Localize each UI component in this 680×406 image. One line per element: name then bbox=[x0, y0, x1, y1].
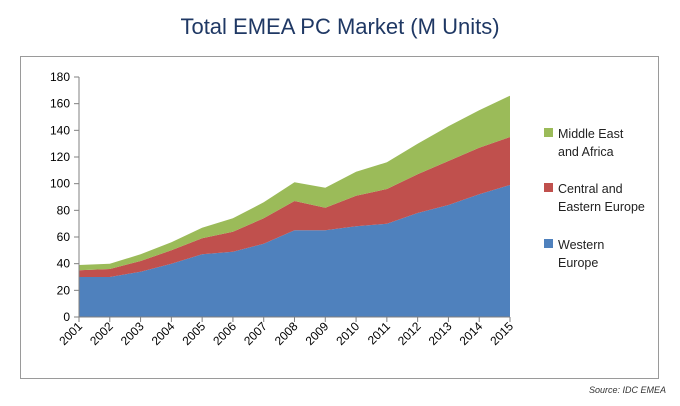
legend-label: Eastern Europe bbox=[558, 200, 645, 214]
legend-swatch bbox=[544, 183, 553, 192]
source-note: Source: IDC EMEA bbox=[588, 385, 666, 395]
legend: Middle East and Africa Central and Eastern … bbox=[544, 127, 645, 270]
x-tick-label: 2006 bbox=[210, 319, 239, 348]
x-tick-label: 2010 bbox=[333, 319, 362, 348]
legend-label: Western bbox=[558, 238, 604, 252]
x-tick-label: 2015 bbox=[487, 319, 516, 348]
x-tick-label: 2014 bbox=[457, 319, 486, 348]
x-tick-label: 2003 bbox=[118, 319, 147, 348]
legend-swatch bbox=[544, 128, 553, 137]
y-tick-label: 40 bbox=[57, 257, 71, 271]
y-tick-label: 140 bbox=[50, 123, 70, 137]
x-tick-label: 2008 bbox=[272, 319, 301, 348]
y-tick-label: 20 bbox=[57, 283, 71, 297]
chart-frame bbox=[20, 56, 659, 379]
chart-title: Total EMEA PC Market (M Units) bbox=[180, 14, 500, 39]
y-tick-label: 0 bbox=[63, 310, 70, 324]
y-tick-label: 100 bbox=[50, 177, 70, 191]
x-tick-label: 2002 bbox=[87, 319, 116, 348]
area-series-2 bbox=[79, 95, 510, 271]
y-tick-label: 120 bbox=[50, 150, 70, 164]
area-series-0 bbox=[79, 185, 510, 317]
legend-label: and Africa bbox=[558, 145, 614, 159]
area-series-1 bbox=[79, 137, 510, 277]
y-tick-label: 80 bbox=[57, 203, 71, 217]
x-tick-label: 2001 bbox=[56, 319, 85, 348]
legend-label: Central and bbox=[558, 182, 623, 196]
legend-swatch bbox=[544, 239, 553, 248]
legend-label: Europe bbox=[558, 256, 598, 270]
x-tick-label: 2011 bbox=[365, 319, 393, 347]
x-tick-label: 2007 bbox=[241, 319, 270, 348]
x-tick-label: 2013 bbox=[426, 319, 455, 348]
y-tick-label: 60 bbox=[57, 230, 71, 244]
x-tick-label: 2012 bbox=[395, 319, 424, 348]
y-tick-label: 160 bbox=[50, 97, 70, 111]
x-tick-label: 2009 bbox=[303, 319, 332, 348]
y-tick-label: 180 bbox=[50, 70, 70, 84]
legend-label: Middle East bbox=[558, 127, 624, 141]
x-tick-label: 2005 bbox=[179, 319, 208, 348]
x-tick-label: 2004 bbox=[149, 319, 178, 348]
areas-layer bbox=[79, 95, 510, 317]
